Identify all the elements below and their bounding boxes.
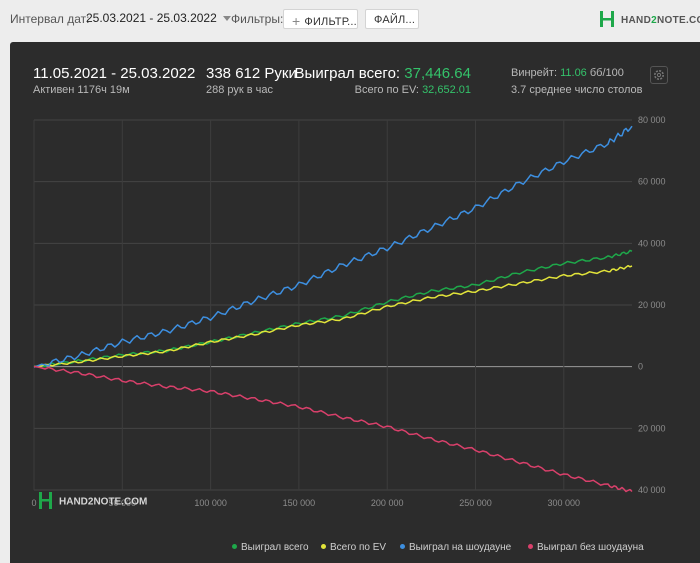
x-axis-ticks: 0 50 000 100 000 150 000 200 000 250 000 300 0… xyxy=(31,498,580,508)
y-axis-ticks: 80 000 60 000 40 000 20 000 0 20 000 40 000 xyxy=(638,115,666,495)
x-tick-label: 50 000 xyxy=(109,498,137,508)
winrate-value: 11.06 xyxy=(560,67,587,79)
filter-button-label: ФИЛЬТР... xyxy=(304,16,357,28)
legend-label: Выиграл всего xyxy=(241,542,309,553)
ev-total: Всего по EV: 32,652.01 xyxy=(355,84,471,96)
active-time: Активен 1176ч 19м xyxy=(33,84,130,96)
y-tick-label: 0 xyxy=(638,362,643,372)
x-tick-label: 250 000 xyxy=(459,498,492,508)
winrate-label: Винрейт: xyxy=(511,67,558,79)
y-tick-label: 40 000 xyxy=(638,238,666,248)
x-tick-label: 300 000 xyxy=(548,498,581,508)
graph-panel: 11.05.2021 - 25.03.2022 Активен 1176ч 19… xyxy=(10,42,700,563)
y-tick-label: 40 000 xyxy=(638,485,666,495)
y-tick-label: 20 000 xyxy=(638,300,666,310)
hands-per-hour: 288 рук в час xyxy=(206,84,274,96)
legend-label: Выиграл без шоудауна xyxy=(537,542,644,553)
legend-dot-icon xyxy=(400,543,405,549)
x-tick-label: 0 xyxy=(31,498,36,508)
legend-dot-icon xyxy=(232,543,237,549)
x-tick-label: 150 000 xyxy=(283,498,316,508)
chart-watermark: HAND2NOTE.COM xyxy=(39,492,147,509)
legend-item[interactable]: Выиграл на шоудауне xyxy=(400,542,511,553)
logo-text: HAND2NOTE.COM xyxy=(621,15,700,26)
y-tick-label: 80 000 xyxy=(638,115,666,125)
plus-icon: + xyxy=(292,13,301,29)
file-button-label: ФАЙЛ... xyxy=(374,14,416,26)
legend-item[interactable]: Всего по EV xyxy=(321,542,386,553)
legend-dot-icon xyxy=(321,543,326,549)
logo-mark-icon xyxy=(600,11,614,27)
chart-grid xyxy=(33,119,632,491)
x-tick-label: 100 000 xyxy=(194,498,227,508)
line-won-total xyxy=(33,249,633,368)
y-tick-label: 60 000 xyxy=(638,177,666,187)
date-interval-value: 25.03.2021 - 25.03.2022 xyxy=(86,11,217,25)
watermark-text: HAND2NOTE.COM xyxy=(59,497,147,508)
won-total-value: 37,446.64 xyxy=(404,65,471,82)
gear-icon xyxy=(654,70,664,80)
line-non-showdown xyxy=(33,365,633,493)
date-interval-label: Интервал дат: xyxy=(10,12,90,26)
settings-button[interactable] xyxy=(650,66,668,84)
won-total-label: Выиграл всего: xyxy=(294,65,401,82)
filter-button[interactable]: + ФИЛЬТР... xyxy=(283,9,358,29)
legend-item[interactable]: Выиграл без шоудауна xyxy=(528,542,644,553)
y-tick-label: 20 000 xyxy=(638,423,666,433)
x-tick-label: 200 000 xyxy=(371,498,404,508)
line-showdown xyxy=(33,125,633,368)
period-range: 11.05.2021 - 25.03.2022 xyxy=(33,65,196,82)
legend-label: Всего по EV xyxy=(330,542,387,553)
top-toolbar: Интервал дат: 25.03.2021 - 25.03.2022 Фи… xyxy=(0,0,700,40)
hands-count: 338 612 Руки xyxy=(206,65,297,82)
winrate-unit: бб/100 xyxy=(589,67,624,79)
line-ev-total xyxy=(34,264,633,368)
avg-tables: 3.7 среднее число столов xyxy=(511,84,643,96)
legend-label: Выиграл на шоудауне xyxy=(409,542,512,553)
legend-dot-icon xyxy=(528,543,533,549)
date-interval-select[interactable]: 25.03.2021 - 25.03.2022 xyxy=(86,11,231,25)
bankroll-chart[interactable]: 80 000 60 000 40 000 20 000 0 20 000 40 000 0 5… xyxy=(10,112,700,562)
file-button[interactable]: ФАЙЛ... xyxy=(365,9,419,29)
winrate: Винрейт: 11.06 бб/100 xyxy=(511,67,624,79)
ev-total-value: 32,652.01 xyxy=(422,84,471,96)
legend-item[interactable]: Выиграл всего xyxy=(232,542,309,553)
filters-label: Фильтры: xyxy=(231,12,284,26)
ev-total-label: Всего по EV: xyxy=(354,84,419,96)
chart-series xyxy=(33,125,633,493)
chevron-down-icon xyxy=(222,16,231,22)
won-total: Выиграл всего: 37,446.64 xyxy=(295,65,471,82)
